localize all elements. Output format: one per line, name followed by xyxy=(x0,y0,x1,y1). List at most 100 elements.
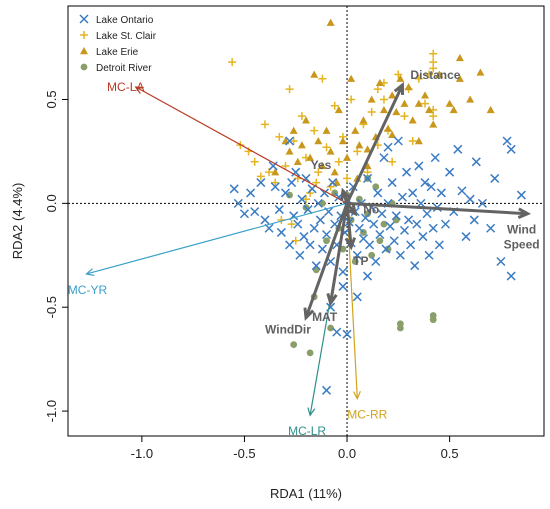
data-point-x-marker xyxy=(410,261,420,271)
data-point-triangle-marker xyxy=(80,47,88,55)
data-point-triangle-marker xyxy=(306,153,315,161)
data-point-triangle-marker xyxy=(466,95,475,103)
data-point-x-marker xyxy=(303,205,313,215)
env-label-mat: MAT xyxy=(312,310,338,324)
data-point-x-marker xyxy=(389,236,399,246)
data-point-triangle-marker xyxy=(367,95,376,103)
data-point-triangle-marker xyxy=(414,137,423,145)
data-point-x-marker xyxy=(414,161,424,171)
series-lake-erie xyxy=(271,18,495,186)
data-point-x-marker xyxy=(319,188,329,198)
data-point-x-marker xyxy=(352,292,362,302)
data-point-x-marker xyxy=(383,142,393,152)
plot-frame xyxy=(67,5,545,437)
data-point-x-marker xyxy=(418,232,428,242)
data-point-x-marker xyxy=(469,215,479,225)
data-point-x-marker xyxy=(317,244,327,254)
data-point-circle-marker xyxy=(323,237,330,245)
data-point-x-marker xyxy=(496,256,506,267)
env-arrow-mat xyxy=(329,203,349,304)
data-point-x-marker xyxy=(328,178,338,188)
data-point-circle-marker xyxy=(327,324,335,332)
y-tick-label: -0.5 xyxy=(44,296,59,318)
data-point-circle-marker xyxy=(306,349,314,357)
species-arrow-mc-yr-head xyxy=(85,268,95,277)
species-label-mc-yr: MC-YR xyxy=(68,283,108,297)
data-point-triangle-marker xyxy=(455,74,464,82)
data-point-x-marker xyxy=(402,167,412,177)
data-point-x-marker xyxy=(256,178,266,188)
data-point-x-marker xyxy=(338,281,348,291)
data-point-plus-marker xyxy=(421,99,429,108)
data-point-triangle-marker xyxy=(330,168,339,176)
data-point-triangle-marker xyxy=(435,70,444,78)
data-point-triangle-marker xyxy=(351,126,360,134)
data-point-x-marker xyxy=(502,136,512,146)
data-point-plus-marker xyxy=(260,120,269,129)
data-point-x-marker xyxy=(315,215,325,225)
data-point-circle-marker xyxy=(351,258,359,265)
data-point-triangle-marker xyxy=(326,18,335,26)
data-point-triangle-marker xyxy=(285,147,294,155)
x-tick-label: 0.0 xyxy=(338,446,356,461)
data-point-x-marker xyxy=(430,153,440,163)
data-point-x-marker xyxy=(354,223,364,233)
data-point-circle-marker xyxy=(290,341,298,348)
data-point-plus-marker xyxy=(330,101,339,110)
data-point-triangle-marker xyxy=(449,105,458,114)
env-arrow-winddir xyxy=(304,202,349,319)
y-tick-label: -1.0 xyxy=(44,400,59,422)
data-point-x-marker xyxy=(426,182,436,192)
data-point-triangle-marker xyxy=(271,168,280,176)
legend-item: Detroit River xyxy=(80,63,152,74)
env-arrow-no-head xyxy=(345,203,358,217)
data-point-x-marker xyxy=(313,198,323,208)
data-point-circle-marker xyxy=(429,316,437,324)
data-point-triangle-marker xyxy=(322,126,331,134)
env-arrow-winddir-head xyxy=(303,307,315,321)
data-point-triangle-marker xyxy=(425,105,434,114)
data-point-x-marker xyxy=(295,250,305,260)
data-point-triangle-marker xyxy=(338,137,347,145)
data-point-triangle-marker xyxy=(414,99,423,107)
data-point-plus-marker xyxy=(228,58,237,67)
data-point-x-marker xyxy=(387,178,397,188)
data-point-x-marker xyxy=(287,178,297,188)
y-tick-label: 0.5 xyxy=(44,90,59,108)
data-point-plus-marker xyxy=(80,31,88,39)
data-point-triangle-marker xyxy=(310,70,319,78)
data-point-plus-marker xyxy=(256,172,265,181)
data-point-x-marker xyxy=(239,209,249,219)
data-point-x-marker xyxy=(309,223,319,233)
legend-item: Lake St. Clair xyxy=(80,31,157,42)
data-point-triangle-marker xyxy=(293,157,302,165)
data-point-x-marker xyxy=(408,188,418,198)
data-point-plus-marker xyxy=(425,70,434,79)
data-point-x-marker xyxy=(461,232,471,242)
data-point-triangle-marker xyxy=(476,68,485,76)
data-point-circle-marker xyxy=(376,237,384,245)
data-point-plus-marker xyxy=(388,157,397,166)
data-point-x-marker xyxy=(285,136,295,146)
data-point-triangle-marker xyxy=(396,74,405,82)
data-point-plus-marker xyxy=(281,161,290,170)
data-point-x-marker xyxy=(399,225,410,235)
env-label-speed: Speed xyxy=(504,238,540,252)
x-tick-label: 0.5 xyxy=(441,446,459,461)
data-point-circle-marker xyxy=(364,210,371,218)
data-point-x-marker xyxy=(395,250,405,260)
data-point-x-marker xyxy=(299,232,309,242)
data-point-x-marker xyxy=(274,205,284,215)
data-point-x-marker xyxy=(305,240,315,250)
data-point-plus-marker xyxy=(408,137,417,146)
data-point-x-marker xyxy=(250,207,260,217)
data-point-triangle-marker xyxy=(318,161,327,170)
data-point-plus-marker xyxy=(429,64,438,73)
species-arrow-mc-la xyxy=(135,86,348,204)
data-point-x-marker xyxy=(311,261,321,271)
data-point-x-marker xyxy=(434,240,444,250)
data-point-x-marker xyxy=(490,173,500,183)
env-label-winddir: WindDir xyxy=(265,323,311,337)
data-point-plus-marker xyxy=(353,147,362,156)
